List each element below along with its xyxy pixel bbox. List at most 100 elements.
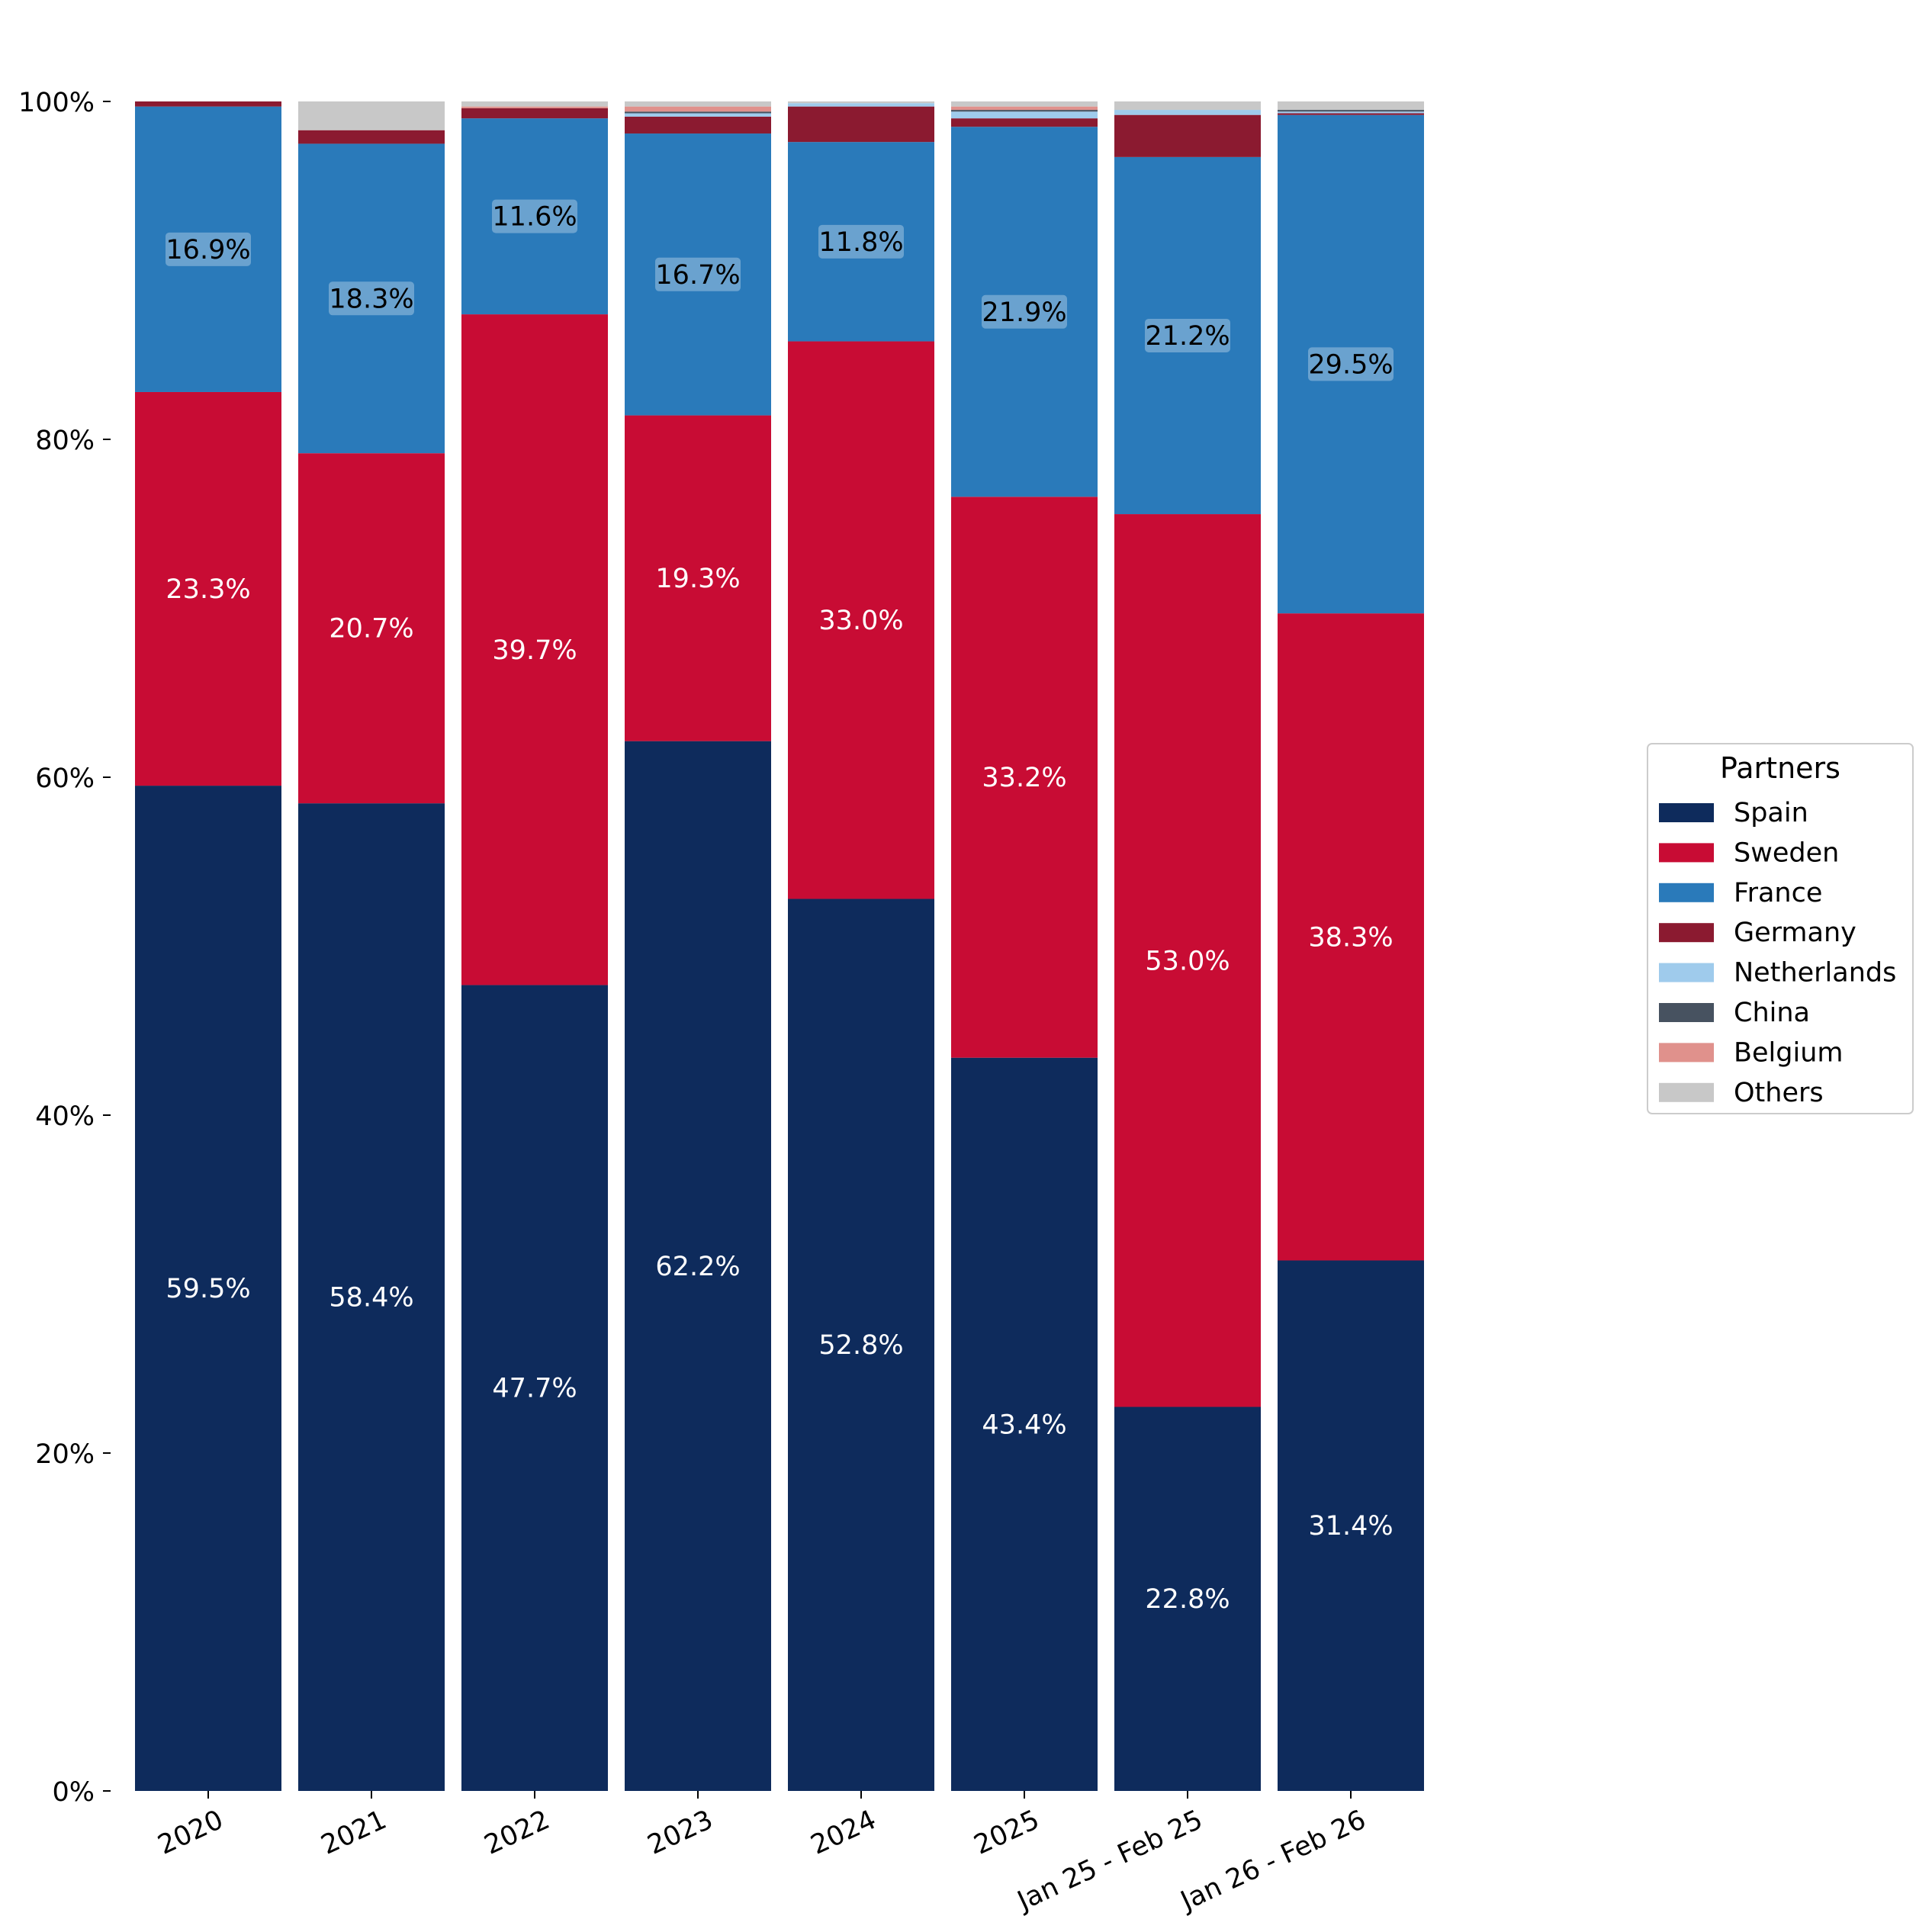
x-tick-label-2020: 2020 [153,1805,228,1861]
bar-segment-netherlands-jan-26-feb-26 [1278,111,1424,114]
data-labels-layer: 59.5% 23.3% 16.9% 58.4% 20.7% 18.3% 47.7% 39.7%… [166,199,1394,1615]
data-label-spain-2021: 58.4% [329,1283,413,1313]
y-tick-label: 80% [35,426,95,456]
bar-segment-germany-2024 [788,106,934,143]
bar-segment-netherlands-2024 [788,103,934,107]
legend-item-spain: Spain [1659,798,1808,828]
data-label-box [1145,318,1230,352]
legend-title: Partners [1720,751,1840,785]
bar-segment-others-2022 [461,101,608,107]
bar-segment-netherlands-2025 [951,111,1098,119]
bar-segment-germany-2020 [135,101,281,107]
bars-layer [135,101,1424,1791]
bar-segment-france-2021 [298,143,445,454]
bar-segment-sweden-2022 [461,314,608,985]
legend-label: Sweden [1734,838,1839,868]
data-label-spain-2023: 62.2% [655,1252,740,1282]
data-label-spain-jan-25-feb-25: 22.8% [1145,1584,1230,1615]
x-tick-label-2022: 2022 [480,1805,555,1861]
data-label-sweden-2022: 39.7% [492,635,577,666]
bar-segment-china-2023 [625,111,771,114]
data-label-sweden-2023: 19.3% [655,564,740,594]
data-label-france-2023: 16.7% [655,260,740,291]
bar-segment-others-jan-25-feb-25 [1114,101,1261,111]
data-label-box [166,232,251,266]
data-label-sweden-jan-25-feb-25: 53.0% [1145,946,1230,976]
legend-swatch [1659,843,1714,863]
bar-segment-sweden-jan-26-feb-26 [1278,613,1424,1261]
bar-segment-netherlands-jan-25-feb-25 [1114,110,1261,115]
bar-segment-sweden-jan-25-feb-25 [1114,514,1261,1407]
bar-segment-others-2023 [625,101,771,107]
bar-segment-belgium-2025 [951,106,1098,111]
y-tick-label: 60% [35,764,95,794]
bar-segment-sweden-2021 [298,453,445,804]
legend-label: Others [1734,1078,1824,1108]
y-tick-label: 0% [52,1777,95,1808]
data-label-france-2021: 18.3% [329,284,413,314]
bar-segment-sweden-2020 [135,391,281,786]
bar-segment-sweden-2025 [951,497,1098,1058]
data-label-sweden-2020: 23.3% [166,574,250,605]
legend-item-belgium: Belgium [1659,1037,1844,1068]
data-label-spain-2024: 52.8% [818,1330,903,1361]
data-label-box [329,281,414,316]
data-label-spain-2020: 59.5% [166,1274,250,1304]
legend-label: Netherlands [1734,958,1896,989]
data-label-spain-2022: 47.7% [492,1374,577,1404]
x-tick-label-2023: 2023 [643,1805,718,1861]
bar-segment-spain-2023 [625,741,771,1791]
x-tick-label-jan-26-feb-26: Jan 26 - Feb 26 [1175,1805,1371,1918]
legend-label: Germany [1734,918,1856,948]
data-label-sweden-2021: 20.7% [329,614,413,645]
legend-swatch [1659,963,1714,982]
legend-swatch [1659,803,1714,822]
legend-item-sweden: Sweden [1659,838,1839,868]
bar-segment-spain-2020 [135,786,281,1791]
data-label-sweden-2024: 33.0% [818,606,903,636]
bar-segment-germany-2022 [461,108,608,119]
bar-segment-france-2025 [951,127,1098,497]
legend-item-netherlands: Netherlands [1659,958,1896,989]
x-tick-label-jan-25-feb-25: Jan 25 - Feb 25 [1012,1805,1207,1918]
data-label-spain-2025: 43.4% [982,1410,1066,1440]
bar-segment-china-2025 [951,110,1098,112]
legend-item-germany: Germany [1659,918,1856,948]
legend-swatch [1659,923,1714,943]
bar-segment-germany-jan-25-feb-25 [1114,114,1261,157]
data-label-box [655,257,741,291]
y-axis: 0% 20% 40% 60% 80% 100% [18,88,111,1808]
bar-segment-belgium-2023 [625,106,771,112]
x-tick-label-2021: 2021 [317,1805,391,1861]
bar-segment-germany-2021 [298,130,445,144]
bar-segment-france-2020 [135,106,281,392]
bar-segment-spain-2024 [788,899,934,1791]
plot-area: 59.5% 23.3% 16.9% 58.4% 20.7% 18.3% 47.7% 39.7%… [135,101,1424,1791]
legend-swatch [1659,1003,1714,1022]
bar-segment-spain-2025 [951,1057,1098,1791]
legend-swatch [1659,883,1714,902]
data-label-box [818,224,904,259]
legend-label: Spain [1734,798,1808,828]
legend-item-france: France [1659,878,1822,908]
y-tick-label: 40% [35,1101,95,1132]
bar-segment-spain-2021 [298,803,445,1791]
bar-segment-france-jan-25-feb-25 [1114,156,1261,515]
bar-segment-others-jan-26-feb-26 [1278,101,1424,111]
data-label-sweden-jan-26-feb-26: 38.3% [1308,922,1393,953]
y-tick-label: 20% [35,1439,95,1470]
legend-swatch [1659,1082,1714,1102]
bar-segment-france-2023 [625,133,771,416]
data-label-box [492,199,577,233]
bar-segment-sweden-2023 [625,415,771,741]
data-label-france-jan-26-feb-26: 29.5% [1308,349,1393,380]
y-tick-label: 100% [18,88,95,118]
legend-label: France [1734,878,1822,908]
data-label-france-jan-25-feb-25: 21.2% [1145,321,1230,352]
bar-segment-germany-jan-26-feb-26 [1278,113,1424,115]
legend-label: China [1734,998,1810,1028]
bar-segment-germany-2025 [951,118,1098,127]
bar-segment-spain-jan-26-feb-26 [1278,1260,1424,1791]
